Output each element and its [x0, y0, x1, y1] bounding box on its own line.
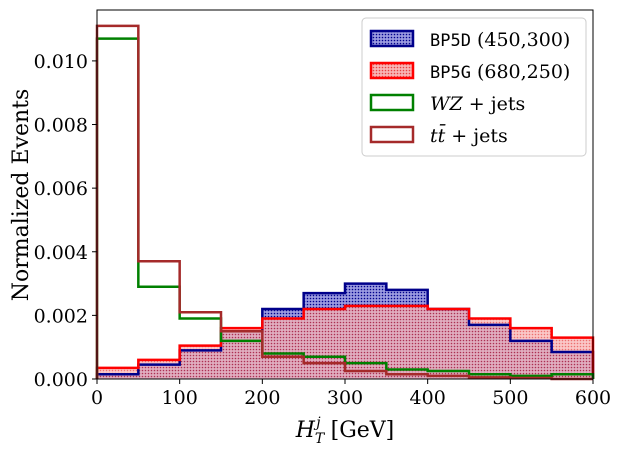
series-bp5g-outline	[95, 304, 595, 379]
x-tick-label-400: 400	[410, 387, 446, 409]
bar-bp5g-3	[221, 328, 263, 379]
y-tick-label-0: 0.000	[34, 369, 88, 391]
legend-entry-tt: tt̄ + jets	[369, 123, 508, 147]
x-tick-label-300: 300	[327, 387, 363, 409]
legend-label-bp5d: (450,300)	[477, 29, 570, 51]
legend-box	[361, 17, 587, 157]
legend-entry-bp5d: BP5D (450,300)	[369, 29, 570, 51]
bar-bp5g-1	[138, 359, 180, 379]
legend: BP5D (450,300) BP5G (680,250) WZ + jets tt̄…	[361, 17, 587, 157]
series-layer	[95, 24, 595, 381]
bar-bp5g-6	[345, 305, 387, 379]
x-tick-label-0: 0	[91, 387, 103, 409]
legend-swatch-bp5g	[369, 61, 415, 80]
x-tick-label-200: 200	[244, 387, 280, 409]
y-axis-title: Normalized Events	[9, 89, 34, 302]
legend-code-bp5g: BP5G	[430, 63, 471, 83]
bar-bp5g-9	[469, 318, 511, 379]
legend-math-tt: tt̄	[430, 123, 446, 147]
series-bp5d-outline	[95, 282, 595, 379]
bar-bp5g-5	[303, 309, 345, 379]
series-bp5g-bars	[97, 305, 593, 379]
legend-label-bp5g: (680,250)	[477, 61, 570, 83]
x-tick-label-100: 100	[162, 387, 198, 409]
legend-swatch-tt	[369, 125, 415, 144]
svg-text:tt̄+ jets: tt̄ + jets	[430, 123, 508, 147]
y-tick-label-2: 0.004	[34, 242, 88, 264]
bar-bp5g-7	[386, 305, 428, 379]
legend-entry-wz: WZ + jets	[369, 93, 525, 115]
legend-swatch-bp5d	[369, 29, 415, 48]
x-axis-title: HTj [GeV]	[295, 415, 395, 447]
series-tt-outline	[95, 24, 593, 381]
bar-bp5g-4	[262, 318, 304, 379]
ticks-layer: 0 100 200 300 400 500 600 0.000 0.002 0.004 0.006 0…	[34, 51, 612, 409]
y-tick-label-5: 0.010	[34, 51, 88, 73]
y-tick-label-1: 0.002	[34, 305, 88, 327]
legend-math-wz: WZ	[430, 93, 464, 115]
legend-label-tt: + jets	[451, 125, 507, 147]
bar-bp5g-10	[510, 328, 552, 379]
legend-swatch-wz	[369, 93, 415, 112]
legend-code-bp5d: BP5D	[430, 31, 471, 51]
y-tick-label-3: 0.006	[34, 178, 88, 200]
svg-text:WZ+ jets: WZ + jets	[430, 93, 525, 115]
svg-text:BP5G(680,250): BP5G (680,250)	[430, 61, 570, 83]
legend-entry-bp5g: BP5G (680,250)	[369, 61, 570, 83]
bar-bp5g-8	[427, 309, 469, 379]
x-tick-label-600: 600	[575, 387, 611, 409]
legend-label-wz: + jets	[469, 93, 525, 115]
x-tick-label-500: 500	[492, 387, 528, 409]
bar-bp5g-11	[551, 337, 593, 379]
y-tick-label-4: 0.008	[34, 115, 88, 137]
svg-text:BP5D(450,300): BP5D (450,300)	[430, 29, 570, 51]
